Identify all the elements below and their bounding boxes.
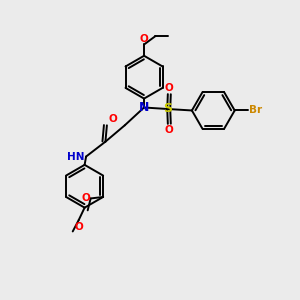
Text: Br: Br — [249, 106, 262, 116]
Text: HN: HN — [67, 152, 85, 161]
Text: O: O — [74, 222, 83, 232]
Text: O: O — [164, 125, 173, 135]
Text: O: O — [140, 34, 148, 44]
Text: N: N — [139, 101, 149, 114]
Text: O: O — [81, 194, 90, 203]
Text: S: S — [163, 103, 172, 116]
Text: O: O — [108, 114, 117, 124]
Text: O: O — [164, 82, 173, 93]
